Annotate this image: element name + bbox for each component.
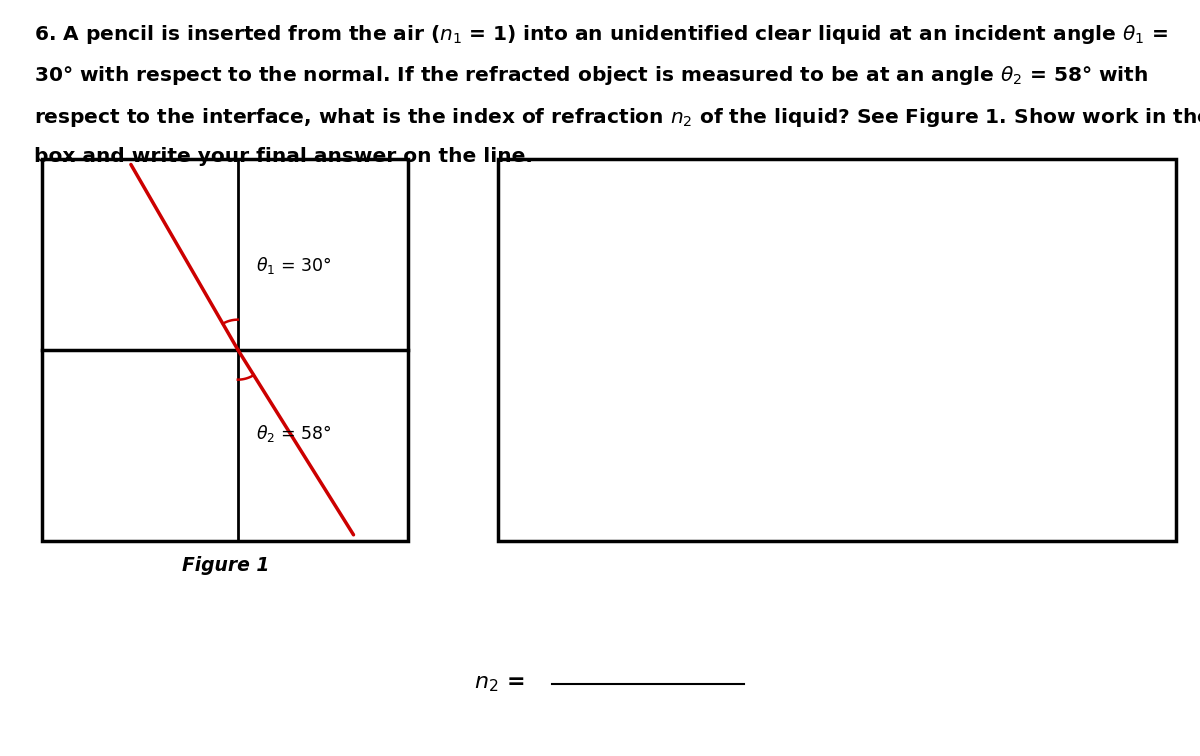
Text: $n_2$ =: $n_2$ = (474, 674, 524, 694)
Text: $\theta_1$ = 30°: $\theta_1$ = 30° (256, 256, 331, 276)
Text: Figure 1: Figure 1 (182, 556, 269, 575)
Text: $\theta_2$ = 58°: $\theta_2$ = 58° (256, 423, 331, 444)
Bar (42, 159, 408, 541)
Text: 6. A pencil is inserted from the air ($n_1$ = 1) into an unidentified clear liqu: 6. A pencil is inserted from the air ($n… (34, 23, 1168, 45)
Bar (498, 159, 1176, 541)
Text: respect to the interface, what is the index of refraction $n_2$ of the liquid? S: respect to the interface, what is the in… (34, 106, 1200, 129)
Text: 30° with respect to the normal. If the refracted object is measured to be at an : 30° with respect to the normal. If the r… (34, 64, 1147, 87)
Text: box and write your final answer on the line.: box and write your final answer on the l… (34, 147, 533, 166)
